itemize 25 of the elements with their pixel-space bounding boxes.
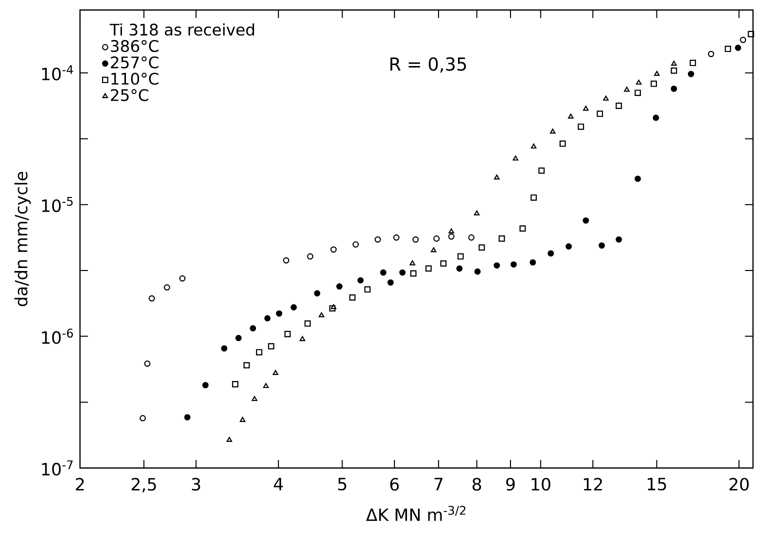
y-tick-label: 10$^{-6}$ xyxy=(42,328,73,344)
x-tick-label: 10 xyxy=(532,478,550,491)
x-tick-label: 8 xyxy=(472,478,482,491)
x-tick-label: 4 xyxy=(274,478,283,490)
y-tick-label: 10$^{-7}$ xyxy=(42,460,73,476)
y-axis-title: da/dn mm/cycle xyxy=(14,172,31,306)
legend-label: 25°C xyxy=(110,89,148,102)
annotation: R = 0,35 xyxy=(390,57,466,73)
x-tick-label: 20 xyxy=(729,478,749,491)
legend-title: Ti 318 as received xyxy=(110,23,254,36)
legend-label: 110°C xyxy=(111,72,158,85)
x-tick-label: 3 xyxy=(192,478,200,491)
x-tick-label: 7 xyxy=(434,478,442,490)
x-tick-label: 5 xyxy=(338,478,346,490)
x-tick-label: 6 xyxy=(390,478,399,491)
x-tick-label: 9 xyxy=(506,478,515,491)
x-axis-title: ΔK MN m$^{-3/2}$ xyxy=(366,506,466,521)
y-tick-label: 10$^{-4}$ xyxy=(42,65,73,80)
legend-label: 386°C xyxy=(110,40,158,52)
x-tick-label: 2,5 xyxy=(132,478,156,492)
legend-label: 257°C xyxy=(110,56,158,68)
x-tick-label: 2 xyxy=(76,478,84,490)
x-tick-label: 12 xyxy=(584,478,602,490)
y-tick-label: 10$^{-5}$ xyxy=(42,197,73,212)
x-tick-label: 15 xyxy=(648,478,666,490)
